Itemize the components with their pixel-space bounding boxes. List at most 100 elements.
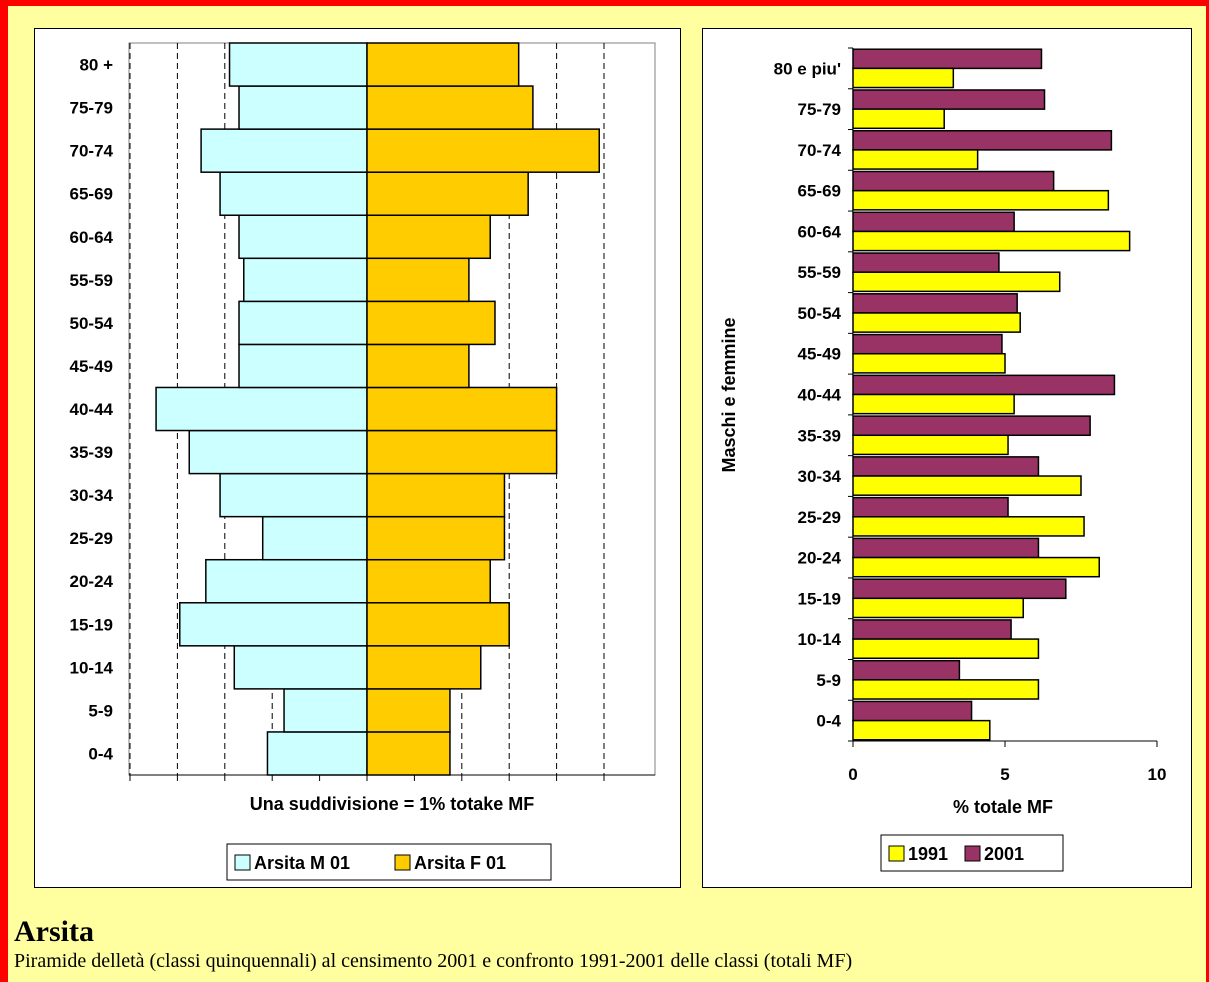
y-axis-label: Maschi e femmine [719,317,739,472]
male-bar [238,214,368,260]
male-bar [238,300,368,346]
bar-2001 [852,89,1046,110]
male-bar [243,257,368,303]
category-label: 75-79 [798,100,841,119]
category-label: 70-74 [70,142,114,161]
bar-1991 [852,516,1085,537]
female-bar [366,731,451,776]
bar-1991 [852,271,1061,293]
female-bar [366,343,470,389]
female-bar [366,300,496,346]
category-label: 20-24 [70,572,114,591]
female-bar [366,85,534,130]
pyramid-chart-panel: 0-4 5-9 10-14 15-19 20-24 25-29 30-34 35-39 40-4… [34,28,681,888]
category-label: 10-14 [798,630,842,649]
female-bar [366,386,558,432]
category-label: 55-59 [798,263,841,282]
comparison-chart-panel: 0-4 5-9 10-14 15-19 20-24 25-29 30-34 35-39 40-4… [702,28,1192,888]
legend-swatch-female [394,854,411,871]
category-label: 5-9 [88,701,113,720]
category-label: 45-49 [798,345,841,364]
bar-1991 [852,189,1110,211]
male-bar [219,171,368,216]
legend-swatch-male [234,854,251,871]
male-bar [219,472,368,518]
bar-2001 [852,211,1015,233]
category-label: 25-29 [798,508,841,527]
female-bar [366,472,506,518]
category-label: 65-69 [798,182,841,201]
bar-1991 [852,312,1021,333]
category-label: 75-79 [70,99,113,118]
category-label: 60-64 [70,228,114,247]
legend-swatch-2001 [964,845,981,862]
page-title: Arsita [14,915,94,948]
category-label: 40-44 [70,400,114,419]
bar-1991 [852,597,1024,619]
bar-1991 [852,556,1100,578]
category-label: 65-69 [70,185,113,204]
male-bar [179,602,368,647]
category-label: 70-74 [798,141,842,160]
male-bar [283,688,368,733]
male-bar [238,85,368,130]
category-label: 80 + [79,56,113,75]
category-label: 20-24 [798,549,842,568]
female-bar [366,602,510,647]
bar-1991 [852,679,1040,700]
female-bar [366,645,482,690]
female-bar [366,515,506,561]
category-label: 35-39 [798,426,841,445]
male-bar [228,42,368,87]
category-label: 10-14 [70,658,114,677]
female-bar [366,688,451,733]
category-label: 55-59 [70,271,113,290]
male-bar [155,386,368,432]
bar-1991 [852,149,979,170]
bar-1991 [852,638,1040,659]
category-label: 0-4 [88,744,113,763]
bar-1991 [852,434,1009,456]
category-label: 35-39 [70,443,113,462]
female-bar [366,429,558,475]
bar-2001 [852,293,1018,314]
comparison-chart: 0-4 5-9 10-14 15-19 20-24 25-29 30-34 35-39 40-4… [719,47,1166,872]
bar-2001 [852,456,1040,477]
category-label: 25-29 [70,529,113,548]
male-bar [205,558,368,604]
legend: 1991 2001 [880,834,1064,872]
bar-2001 [852,48,1043,70]
x-tick-label: 0 [848,765,857,784]
female-bar [366,214,491,260]
category-label: 40-44 [798,386,842,405]
page-subtitle: Piramide delletà (classi quinquennali) a… [14,950,853,972]
bar-1991 [852,475,1082,496]
bar-1991 [852,352,1006,374]
bar-2001 [852,333,1003,355]
bar-2001 [852,537,1040,559]
category-label: 0-4 [816,712,841,731]
bar-1991 [852,108,945,130]
female-bar [366,257,470,303]
bar-2001 [852,496,1009,518]
female-bar [366,128,601,173]
bar-2001 [852,415,1091,437]
legend-label-female: Arsita F 01 [414,853,506,873]
male-bar [238,343,368,389]
pyramid-chart: 0-4 5-9 10-14 15-19 20-24 25-29 30-34 35-39 40-4… [70,42,656,881]
legend-label-1991: 1991 [908,844,948,864]
female-bar [366,171,529,216]
legend-box [226,843,552,881]
x-axis-label: % totale MF [953,797,1053,817]
male-bar [233,645,368,690]
x-tick-label: 5 [1000,765,1009,784]
bar-2001 [852,374,1116,396]
female-bar [366,42,520,87]
category-label: 30-34 [798,467,842,486]
category-label: 50-54 [798,304,842,323]
category-label: 45-49 [70,357,113,376]
bar-2001 [852,252,1000,273]
bar-1991 [852,719,991,741]
bar-2001 [852,700,973,722]
